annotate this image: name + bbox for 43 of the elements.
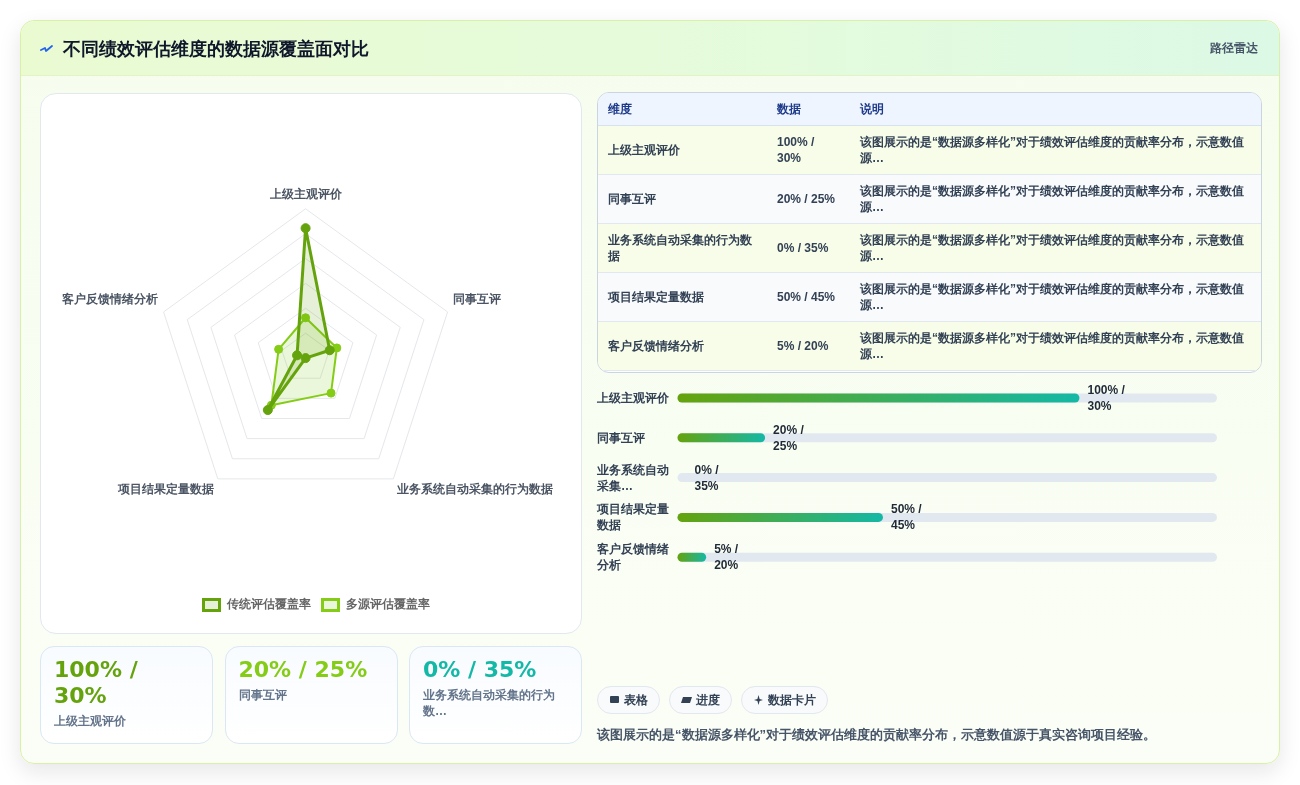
y-tick-label: 项目结果定量数据 — [597, 501, 670, 534]
spoke-label: 项目结果定量数据 — [117, 482, 215, 497]
text: 该图展示的是“数据源多样化”对于绩效评估维度的贡献率分布，示意数值源于真实咨询项目经验。 — [597, 726, 1156, 744]
text: 进度 — [696, 691, 720, 709]
chart-title: 不同绩效评估维度的数据源覆盖面对比 — [63, 38, 369, 61]
category-label: 数据 — [767, 93, 850, 126]
spoke-label: 业务系统自动采集的行为数据 — [395, 482, 553, 497]
data-label: 50% / 45% — [890, 501, 923, 534]
text: 20% / 25% — [767, 174, 850, 224]
text: 同事互评 — [238, 687, 288, 703]
spoke-label: 同事互评 — [453, 292, 502, 307]
text: 50% / 45% — [767, 272, 850, 322]
y-tick-label: 业务系统自动采集… — [597, 461, 670, 494]
text: 100% / 30% — [54, 657, 139, 709]
text: 该图展示的是“数据源多样化”对于绩效评估维度的贡献率分布，示意数值源… — [850, 174, 1261, 224]
spoke-label: 上级主观评价 — [268, 186, 343, 201]
category-label: 维度 — [598, 93, 767, 126]
text: 业务系统自动采集的行为数… — [423, 687, 556, 719]
text: 表格 — [624, 691, 648, 709]
text: 该图展示的是“数据源多样化”对于绩效评估维度的贡献率分布，示意数值源… — [850, 223, 1261, 273]
y-tick-label: 上级主观评价 — [597, 390, 669, 406]
text: 业务系统自动采集的行为数据 — [598, 223, 767, 273]
text: 数据卡片 — [768, 691, 816, 709]
data-label: 0% / 35% — [694, 461, 720, 494]
text: 20% / 25% — [238, 657, 369, 683]
text: 5% / 20% — [767, 321, 850, 371]
data-label: 100% / 30% — [1087, 382, 1126, 414]
y-tick-label: 同事互评 — [597, 429, 645, 446]
spoke-label: 客户反馈情绪分析 — [60, 292, 158, 307]
text: 0% / 35% — [767, 223, 850, 273]
text: 该图展示的是“数据源多样化”对于绩效评估维度的贡献率分布，示意数值源… — [850, 272, 1261, 322]
text: 该图展示的是“数据源多样化”对于绩效评估维度的贡献率分布，示意数值源… — [850, 125, 1261, 175]
text: 0% / 35% — [423, 657, 538, 683]
data-label: 5% / 20% — [714, 541, 740, 574]
text: 上级主观评价 — [54, 713, 127, 729]
text: 100% / 30% — [767, 125, 850, 175]
text: 路径雷达 — [1210, 40, 1258, 56]
text: 该图展示的是“数据源多样化”对于绩效评估维度的贡献率分布，示意数值源… — [850, 321, 1261, 371]
legend-label: 多源评估覆盖率 — [346, 597, 430, 612]
y-tick-label: 客户反馈情绪分析 — [597, 541, 670, 574]
legend-label: 传统评估覆盖率 — [226, 597, 311, 612]
data-label: 20% / 25% — [773, 421, 805, 454]
category-label: 说明 — [850, 93, 1261, 126]
